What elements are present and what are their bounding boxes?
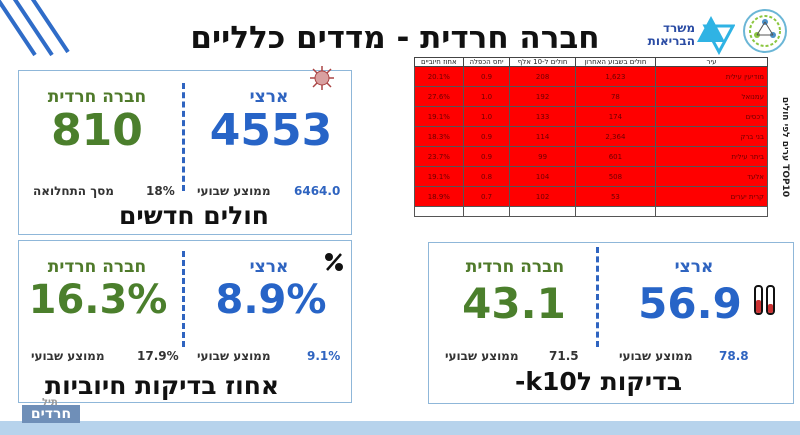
cell-doubling-ratio: 0.9 <box>462 66 511 87</box>
column-header-cases-per-10k: חולים ל-10 אלף <box>509 57 576 67</box>
cell-weekly-cases: 1,623 <box>574 66 657 87</box>
national-label: ארצי <box>674 257 714 277</box>
table-row: 20.1% 0.9 208 1,623 מודיעין עילית <box>414 66 768 87</box>
national-label: ארצי <box>249 257 289 277</box>
column-header-doubling-ratio: יחס הכפלה <box>462 57 511 67</box>
watermark-main-text: חרדים <box>22 405 80 423</box>
cell-cases-per-10k: 208 <box>509 66 576 87</box>
cell-city: מודיעין עילית <box>655 66 768 87</box>
page-title: חברה חרדית - מדדים כלליים <box>190 20 600 56</box>
cell-cases-per-10k: 99 <box>509 146 576 167</box>
top-cities-table: אחוז חיוביים יחס הכפלה חולים ל-10 אלף חו… <box>414 57 768 217</box>
national-weekly-avg-value: 6464.0 <box>294 184 341 198</box>
haredi-label: חברה חרדית <box>47 257 147 277</box>
column-header-positive-rate: אחוז חיוביים <box>414 57 464 67</box>
decorative-stripes <box>0 0 70 57</box>
cell-cases-per-10k: 104 <box>509 166 576 187</box>
virus-icon <box>310 66 334 90</box>
positive-rate-panel: ארצי חברה חרדית 8.9% 16.3% 9.1% ממוצע שב… <box>18 240 352 403</box>
national-weekly-avg-value: 78.8 <box>719 349 749 363</box>
cell-weekly-cases: 174 <box>574 106 657 127</box>
table-row: 23.7% 0.9 99 601 ביתר עילית <box>414 146 768 167</box>
cell-city: ביתר עילית <box>655 146 768 167</box>
haredi-label: חברה חרדית <box>465 257 565 277</box>
tests-caption: בדיקות לk10- <box>515 367 683 396</box>
haredi-weekly-avg-label: ממוצע שבועי <box>445 349 519 363</box>
national-weekly-avg-label: ממוצע שבועי <box>197 184 271 198</box>
cell-positive-rate: 19.1% <box>414 166 464 187</box>
cell-city: קרית יערים <box>655 186 768 207</box>
cell-weekly-cases: 601 <box>574 146 657 167</box>
ministry-of-health-logo: משרד הבריאות <box>647 12 735 56</box>
new-cases-caption: חולים חדשים <box>119 201 269 230</box>
organization-circle-logo <box>743 9 787 53</box>
cell-cases-per-10k: 133 <box>509 106 576 127</box>
panel-divider <box>182 251 185 347</box>
cell-city: עמנואל <box>655 86 768 107</box>
tests-per-10k-panel: ארצי חברה חרדית 56.9 43.1 78.8 ממוצע שבו… <box>428 242 794 404</box>
table-header-row: אחוז חיוביים יחס הכפלה חולים ל-10 אלף חו… <box>414 57 768 67</box>
national-tests-value: 56.9 <box>638 279 742 328</box>
cell-cases-per-10k: 102 <box>509 186 576 207</box>
cell-doubling-ratio: 0.9 <box>462 146 511 167</box>
table-row: 18.3% 0.9 114 2,364 בני ברק <box>414 126 768 147</box>
cell-positive-rate: 27.6% <box>414 86 464 107</box>
table-row: 18.9% 0.7 102 53 קרית יערים <box>414 186 768 207</box>
watermark-logo: תיל חרדים <box>22 397 80 425</box>
cell-cases-per-10k: 192 <box>509 86 576 107</box>
cell-city: אלעד <box>655 166 768 187</box>
cell-positive-rate: 18.9% <box>414 186 464 207</box>
cell-doubling-ratio: 0.9 <box>462 126 511 147</box>
cell-city: בני ברק <box>655 126 768 147</box>
positive-rate-caption: אחוז בדיקות חיוביות <box>45 371 280 400</box>
percent-icon <box>325 253 343 271</box>
cell-weekly-cases: 53 <box>574 186 657 207</box>
national-label: ארצי <box>249 87 289 107</box>
panel-divider <box>182 83 185 191</box>
haredi-weekly-avg-value: 71.5 <box>549 349 579 363</box>
national-weekly-avg-label: ממוצע שבועי <box>619 349 693 363</box>
haredi-positive-rate-value: 16.3% <box>28 277 168 323</box>
test-tubes-icon <box>754 285 775 315</box>
new-cases-panel: ארצי חברה חרדית 4553 810 6464.0 ממוצע שב… <box>18 66 352 235</box>
column-header-city: עיר <box>655 57 768 67</box>
haredi-share-label: מסך התחלואה <box>33 184 114 198</box>
table-row: 19.1% 0.8 104 508 אלעד <box>414 166 768 187</box>
table-empty-row <box>414 206 768 217</box>
cell-city: רכסים <box>655 106 768 127</box>
table-side-label-text: TOP10 ערים לפי חולים <box>780 96 790 198</box>
national-new-cases-value: 4553 <box>209 105 333 156</box>
haredi-label: חברה חרדית <box>47 87 147 107</box>
bottom-bar <box>0 421 800 435</box>
ministry-logo-text: משרד הבריאות <box>647 21 695 48</box>
cell-weekly-cases: 78 <box>574 86 657 107</box>
cell-weekly-cases: 508 <box>574 166 657 187</box>
table-row: 19.1% 1.0 133 174 רכסים <box>414 106 768 127</box>
table-side-label: TOP10 ערים לפי חולים <box>768 72 790 232</box>
table-row: 27.6% 1.0 192 78 עמנואל <box>414 86 768 107</box>
cell-doubling-ratio: 0.8 <box>462 166 511 187</box>
haredi-weekly-avg-value: 17.9% <box>137 349 179 363</box>
cell-positive-rate: 18.3% <box>414 126 464 147</box>
national-positive-rate-value: 8.9% <box>215 277 327 323</box>
cell-positive-rate: 19.1% <box>414 106 464 127</box>
national-weekly-avg-value: 9.1% <box>307 349 341 363</box>
cell-doubling-ratio: 1.0 <box>462 86 511 107</box>
cell-doubling-ratio: 1.0 <box>462 106 511 127</box>
haredi-tests-value: 43.1 <box>462 279 566 328</box>
haredi-share-value: 18% <box>146 184 175 198</box>
haredi-new-cases-value: 810 <box>51 105 143 156</box>
panel-divider <box>596 247 599 347</box>
cell-weekly-cases: 2,364 <box>574 126 657 147</box>
watermark-top-text: תיל <box>42 397 58 408</box>
national-weekly-avg-label: ממוצע שבועי <box>197 349 271 363</box>
cell-positive-rate: 23.7% <box>414 146 464 167</box>
haredi-weekly-avg-label: ממוצע שבועי <box>31 349 105 363</box>
cell-positive-rate: 20.1% <box>414 66 464 87</box>
cell-cases-per-10k: 114 <box>509 126 576 147</box>
cell-doubling-ratio: 0.7 <box>462 186 511 207</box>
column-header-weekly-cases: חולים בשבוע האחרון <box>574 57 657 67</box>
